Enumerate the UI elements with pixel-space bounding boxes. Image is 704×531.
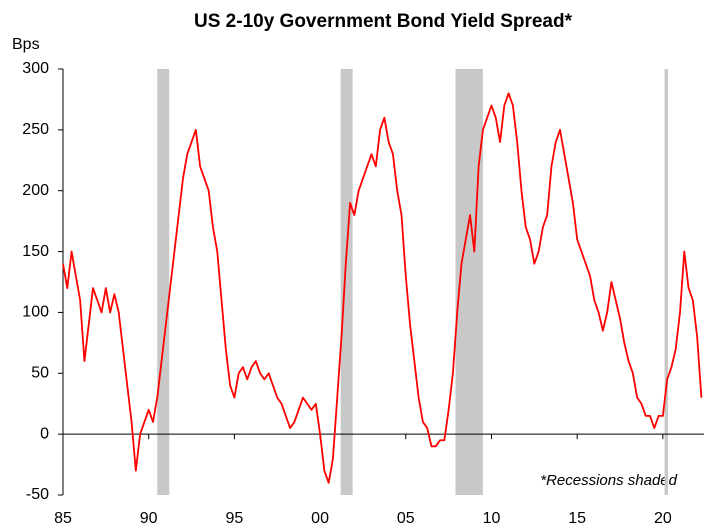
x-tick-label: 85: [54, 510, 72, 527]
x-tick-label: 20: [654, 510, 672, 527]
y-axis-label: Bps: [12, 36, 40, 53]
recession-band: [664, 69, 669, 495]
x-tick-label: 10: [483, 510, 501, 527]
y-tick-label: 200: [22, 182, 49, 199]
y-tick-label: -50: [26, 486, 49, 503]
y-tick-label: 150: [22, 243, 49, 260]
y-tick-label: 100: [22, 304, 49, 321]
x-tick-label: 00: [311, 510, 329, 527]
y-tick-label: 250: [22, 121, 49, 138]
series-line: [62, 92, 703, 484]
y-tick-label: 50: [31, 365, 49, 382]
x-tick-label: 05: [397, 510, 415, 527]
x-tick-label: 95: [225, 510, 243, 527]
y-tick-label: 300: [22, 60, 49, 77]
y-tick-label: 0: [40, 425, 49, 442]
recession-band: [157, 69, 170, 495]
x-tick-label: 90: [140, 510, 158, 527]
annotation: *Recessions shaded: [540, 472, 677, 489]
chart-title: US 2-10y Government Bond Yield Spread*: [194, 11, 573, 32]
recession-band: [340, 69, 353, 495]
x-tick-label: 15: [568, 510, 586, 527]
